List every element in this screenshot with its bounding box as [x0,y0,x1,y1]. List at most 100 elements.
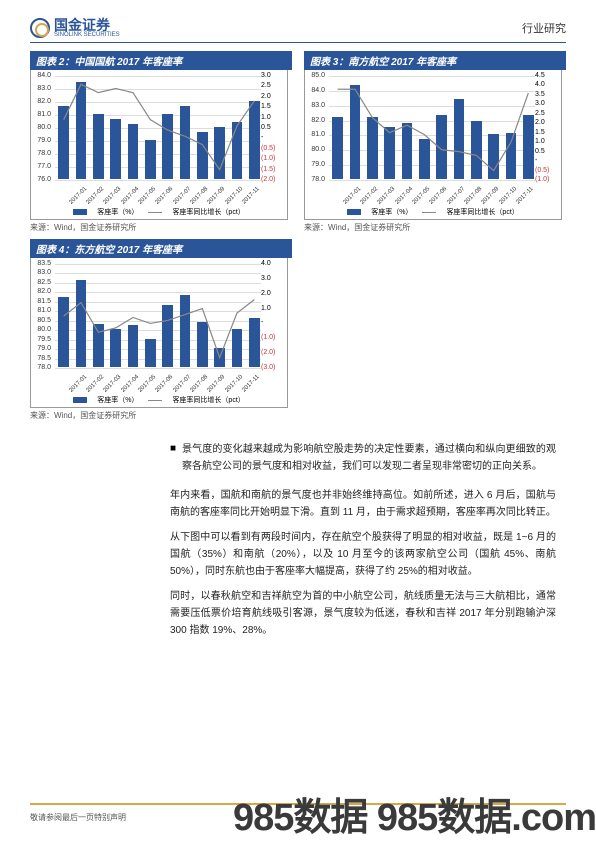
x-tick: 2017-01 [68,186,88,206]
bar [402,123,412,179]
chart-2-title: 图表 2：中国国航 2017 年客座率 [30,51,292,70]
bar [454,99,464,179]
y-right-tick: (1.0) [261,155,285,162]
bar [197,322,207,367]
y-right-tick: (2.0) [261,349,285,356]
x-tick: 2017-08 [189,186,209,206]
y-right-tick: 3.5 [535,91,559,98]
chart-4-source: 来源：Wind，国金证券研究所 [30,410,292,421]
chart-4-canvas: 83.583.082.582.081.581.080.580.079.579.0… [30,258,288,408]
x-tick: 2017-06 [155,186,175,206]
y-left-tick: 82.5 [31,279,51,286]
x-tick: 2017-03 [103,186,123,206]
logo-text-cn: 国金证券 [54,18,120,32]
bar [214,127,224,179]
bar [367,117,377,179]
legend-line-label: 客座率同比增长（pct） [172,395,244,405]
legend-line-swatch [422,212,436,213]
x-tick: 2017-02 [85,186,105,206]
page-header: 国金证券 SINOLINK SECURITIES 行业研究 [30,18,566,43]
y-left-tick: 80.0 [305,146,325,153]
y-right-tick: 3.0 [261,72,285,79]
y-left-tick: 83.0 [305,102,325,109]
bar [488,134,498,179]
bar [419,139,429,179]
y-right-tick: - [535,157,559,164]
y-right-tick: 2.0 [535,119,559,126]
x-tick: 2017-06 [429,186,449,206]
y-left-tick: 81.0 [31,111,51,118]
x-tick: 2017-11 [241,374,261,394]
y-right-tick: (1.0) [261,334,285,341]
bar [180,106,190,179]
x-tick: 2017-09 [481,186,501,206]
y-right-tick: (1.5) [261,166,285,173]
x-tick: 2017-05 [137,374,157,394]
y-right-tick: 1.5 [261,103,285,110]
y-right-tick: (2.0) [261,176,285,183]
y-left-tick: 79.0 [31,137,51,144]
y-right-tick: 1.0 [261,114,285,121]
x-tick: 2017-05 [411,186,431,206]
y-left-tick: 84.0 [31,72,51,79]
bar [128,325,138,367]
bar [249,101,259,179]
bar [523,115,533,179]
bar [145,140,155,179]
para-2: 年内来看，国航和南航的景气度也并非始终维持高位。如前所述，进入 6 月后，国航与… [170,487,556,521]
y-left-tick: 78.0 [31,364,51,371]
bar [76,280,86,367]
y-left-tick: 77.0 [31,163,51,170]
x-tick: 2017-06 [155,374,175,394]
chart-2-canvas: 84.083.082.081.080.079.078.077.076.03.02… [30,70,288,220]
bar [110,329,120,367]
y-left-tick: 81.0 [31,307,51,314]
y-left-tick: 79.5 [31,336,51,343]
chart-legend: 客座率（%）客座率同比增长（pct） [305,207,561,217]
bar [471,121,481,179]
x-tick: 2017-01 [68,374,88,394]
y-left-tick: 85.0 [305,72,325,79]
y-right-tick: 0.5 [261,124,285,131]
x-tick: 2017-10 [224,374,244,394]
y-right-tick: 2.5 [535,110,559,117]
y-left-tick: 81.0 [305,131,325,138]
x-tick: 2017-11 [241,186,261,206]
x-tick: 2017-11 [515,186,535,206]
y-right-tick: 3.0 [535,100,559,107]
bar [332,117,342,179]
x-tick: 2017-05 [137,186,157,206]
y-left-tick: 79.0 [31,345,51,352]
legend-line-swatch [148,400,162,401]
y-right-tick: 2.0 [261,290,285,297]
chart-3-title: 图表 3：南方航空 2017 年客座率 [304,51,566,70]
y-right-tick: 4.5 [535,72,559,79]
y-right-tick: (3.0) [261,364,285,371]
legend-bar-label: 客座率（%） [371,207,412,217]
chart-4-title: 图表 4：东方航空 2017 年客座率 [30,239,292,258]
x-tick: 2017-03 [377,186,397,206]
y-left-tick: 78.5 [31,355,51,362]
x-tick: 2017-07 [172,186,192,206]
bar [506,133,516,179]
body-text: ■ 景气度的变化越来越成为影响航空股走势的决定性要素，通过横向和纵向更细致的观察… [170,441,556,639]
y-left-tick: 79.0 [305,161,325,168]
x-tick: 2017-07 [172,374,192,394]
watermark: 985数据 985数据.com [233,786,596,841]
bar [58,106,68,179]
y-right-tick: - [261,134,285,141]
x-tick: 2017-10 [498,186,518,206]
legend-bar-swatch [347,209,361,215]
bar [93,114,103,179]
legend-bar-swatch [73,209,87,215]
y-right-tick: 1.0 [261,305,285,312]
chart-4: 图表 4：东方航空 2017 年客座率 83.583.082.582.081.5… [30,239,292,421]
y-left-tick: 82.0 [31,98,51,105]
logo-text-en: SINOLINK SECURITIES [54,32,120,38]
y-right-tick: 1.5 [535,129,559,136]
legend-bar-label: 客座率（%） [97,207,138,217]
chart-3-canvas: 85.084.083.082.081.080.079.078.04.54.03.… [304,70,562,220]
y-left-tick: 78.0 [305,176,325,183]
chart-3: 图表 3：南方航空 2017 年客座率 85.084.083.082.081.0… [304,51,566,233]
x-tick: 2017-03 [103,374,123,394]
